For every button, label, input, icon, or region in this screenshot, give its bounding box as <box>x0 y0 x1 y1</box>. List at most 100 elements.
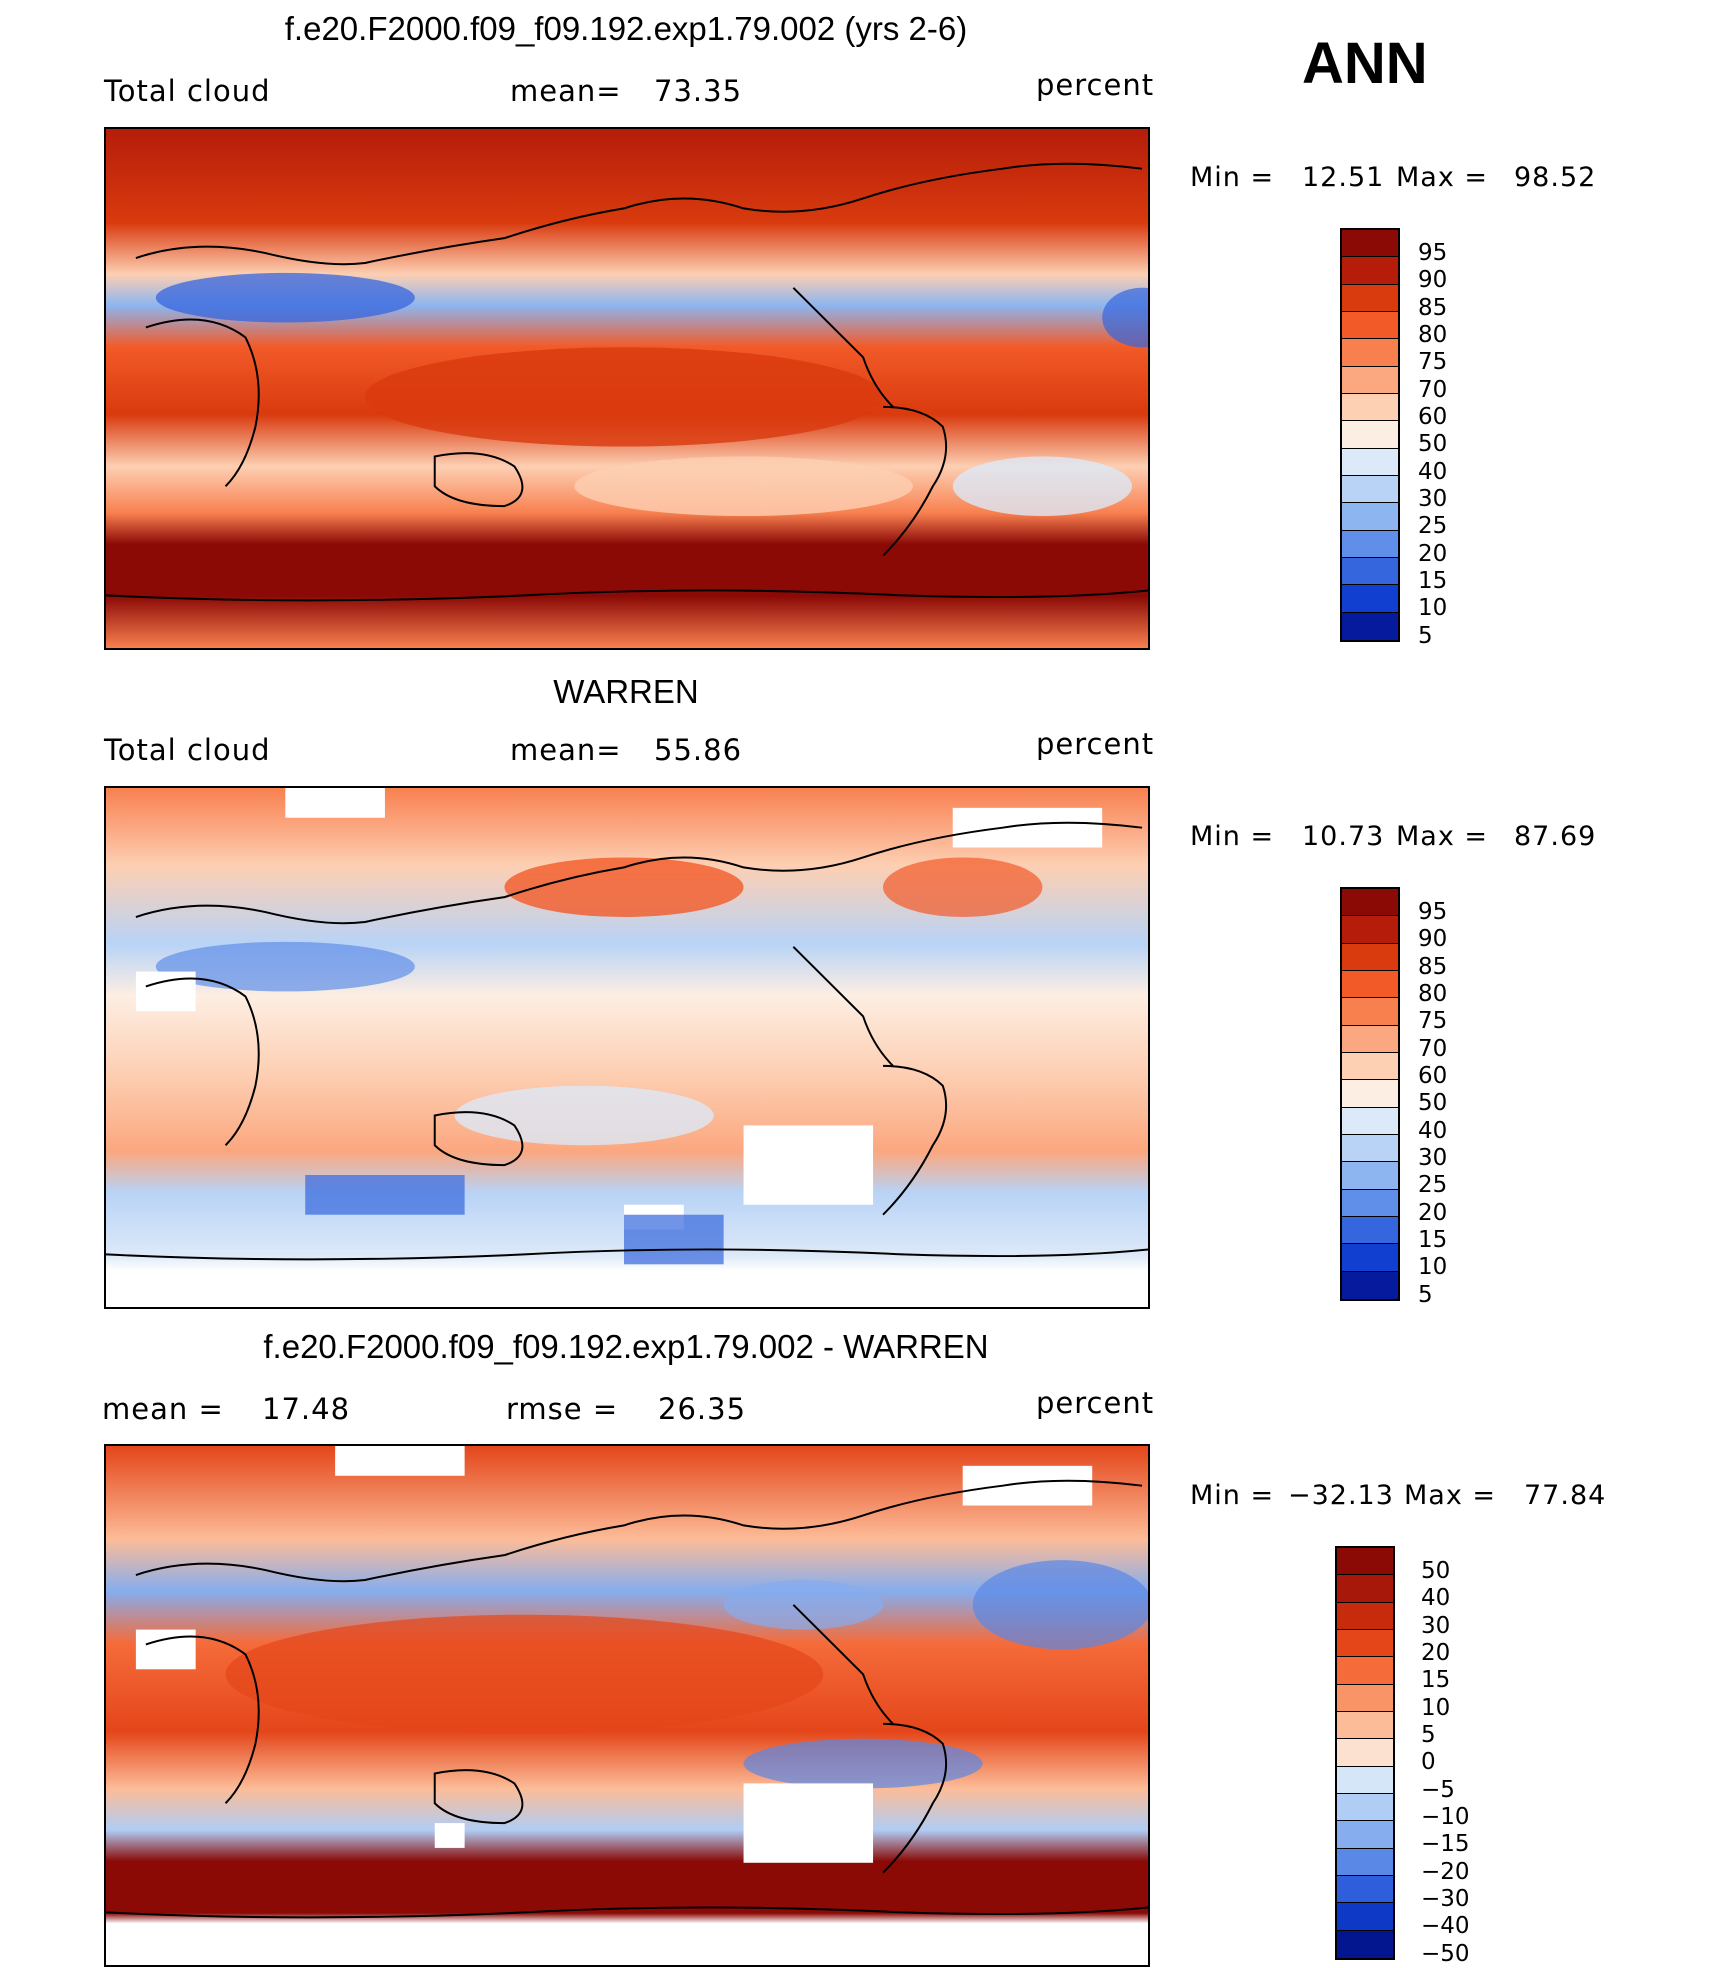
diff-min-value: −32.13 <box>1288 1480 1394 1511</box>
model-coast-australia <box>433 452 524 508</box>
diff-map <box>104 1444 1150 1967</box>
obs-coast-africa <box>145 977 260 1146</box>
obs-colorbar-tick-label: 85 <box>1418 953 1448 980</box>
model-colorbar-tick-label: 75 <box>1418 349 1448 376</box>
model-colorbar-tick-label: 15 <box>1418 567 1448 594</box>
obs-coast-samerica <box>882 1064 948 1216</box>
diff-max-value: 77.84 <box>1524 1480 1607 1511</box>
obs-colorbar-swatch <box>1342 1271 1398 1299</box>
model-colorbar <box>1340 228 1400 642</box>
model-min-value: 12.51 <box>1302 162 1385 193</box>
obs-sahara-low <box>155 941 415 992</box>
model-coast-samerica <box>882 405 948 557</box>
diff-colorbar-tick-label: −50 <box>1421 1940 1470 1967</box>
diff-colorbar-tick-label: −5 <box>1421 1776 1455 1803</box>
obs-colorbar-tick-label: 15 <box>1418 1226 1448 1253</box>
obs-coast-namerica <box>792 946 894 1067</box>
obs-colorbar-swatch <box>1342 1244 1398 1272</box>
diff-colorbar-tick-label: 30 <box>1421 1612 1451 1639</box>
diff-mean-label: mean = <box>102 1392 224 1426</box>
obs-coast-australia <box>433 1111 524 1167</box>
model-atlantic-low <box>952 456 1133 517</box>
diff-colorbar-swatch <box>1337 1930 1393 1958</box>
obs-coastlines <box>106 821 1148 1261</box>
model-colorbar-tick-label: 60 <box>1418 403 1448 430</box>
diff-colorbar-tick-label: −15 <box>1421 1831 1470 1858</box>
model-colorbar-swatch <box>1342 230 1398 258</box>
obs-max-label: Max = <box>1396 821 1489 852</box>
diff-colorbar-swatch <box>1337 1684 1393 1712</box>
obs-units-label: percent <box>1036 727 1155 761</box>
model-map <box>104 127 1150 650</box>
model-colorbar-swatch <box>1342 311 1398 340</box>
diff-colorbar-swatch <box>1337 1575 1393 1603</box>
obs-coast-north <box>135 821 1143 925</box>
model-colorbar-swatch <box>1342 421 1398 449</box>
obs-colorbar-tick-label: 5 <box>1418 1281 1433 1308</box>
diff-map-svg <box>106 1446 1148 1965</box>
model-units-label: percent <box>1036 68 1155 102</box>
obs-npacific-high <box>504 857 744 918</box>
model-colorbar-tick-label: 20 <box>1418 540 1448 567</box>
model-colorbar-swatch <box>1342 585 1398 613</box>
diff-panel-title: f.e20.F2000.f09_f09.192.exp1.79.002 - WA… <box>263 1328 989 1365</box>
diff-coast-namerica <box>792 1604 894 1725</box>
model-min-label: Min = <box>1190 162 1275 193</box>
diff-missing-1 <box>335 1446 465 1476</box>
obs-colorbar-tick-label: 30 <box>1418 1144 1448 1171</box>
model-colorbar-tick-label: 10 <box>1418 595 1448 622</box>
diff-colorbar-swatch <box>1337 1875 1393 1904</box>
obs-colorbar-tick-label: 75 <box>1418 1008 1448 1035</box>
model-colorbar-swatch <box>1342 393 1398 422</box>
obs-map-svg <box>106 788 1148 1307</box>
obs-colorbar-tick-label: 40 <box>1418 1117 1448 1144</box>
obs-colorbar-swatch <box>1342 1080 1398 1108</box>
model-max-label: Max = <box>1396 162 1489 193</box>
obs-colorbar-labels: 95 90 85 80 75 70 60 50 40 30 25 20 15 10 5 <box>1418 899 1447 1309</box>
obs-colorbar-tick-label: 25 <box>1418 1172 1448 1199</box>
diff-colorbar-tick-label: 5 <box>1421 1721 1436 1748</box>
obs-colorbar-swatch <box>1342 1189 1398 1217</box>
model-coastlines <box>106 162 1148 602</box>
obs-colorbar-swatch <box>1342 1162 1398 1190</box>
model-colorbar-swatch <box>1342 612 1398 640</box>
diff-missing-5 <box>434 1823 465 1848</box>
obs-variable-label: Total cloud <box>104 733 271 767</box>
diff-colorbar-tick-label: 0 <box>1421 1749 1436 1776</box>
model-colorbar-tick-label: 30 <box>1418 485 1448 512</box>
obs-colorbar-swatch <box>1342 1134 1398 1163</box>
obs-colorbar-tick-label: 50 <box>1418 1090 1448 1117</box>
obs-colorbar-tick-label: 90 <box>1418 926 1448 953</box>
model-colorbar-tick-label: 25 <box>1418 513 1448 540</box>
obs-coast-antarctica <box>106 1248 1148 1261</box>
diff-coast-north <box>135 1479 1143 1583</box>
diff-colorbar-tick-label: 50 <box>1421 1558 1451 1584</box>
diff-min-label: Min = <box>1190 1480 1275 1511</box>
diff-colorbar-swatch <box>1337 1711 1393 1740</box>
diff-colorbar-tick-label: 10 <box>1421 1694 1451 1721</box>
model-colorbar-tick-label: 90 <box>1418 267 1448 294</box>
model-variable-label: Total cloud <box>104 74 271 108</box>
obs-missing-2 <box>135 971 196 1012</box>
model-colorbar-tick-label: 40 <box>1418 458 1448 485</box>
obs-max-value: 87.69 <box>1514 821 1597 852</box>
obs-colorbar-tick-label: 20 <box>1418 1199 1448 1226</box>
season-label: ANN <box>1302 31 1428 96</box>
diff-colorbar <box>1335 1546 1395 1960</box>
diff-tropical-high <box>225 1614 824 1734</box>
diff-mean-value: 17.48 <box>262 1392 351 1426</box>
model-sahara-low <box>155 272 415 323</box>
obs-mean-value: 55.86 <box>654 733 743 767</box>
diff-colorbar-tick-label: −10 <box>1421 1803 1470 1830</box>
model-colorbar-tick-label: 5 <box>1418 622 1433 649</box>
model-coast-antarctica <box>106 589 1148 602</box>
diff-colorbar-labels: 50 40 30 20 15 10 5 0 −5 −10 −15 −20 −30 −40 −50 <box>1421 1558 1470 1968</box>
model-colorbar-swatch <box>1342 366 1398 394</box>
obs-colorbar-swatch <box>1342 1107 1398 1135</box>
diff-colorbar-tick-label: −20 <box>1421 1858 1470 1885</box>
diff-colorbar-swatch <box>1337 1739 1393 1767</box>
model-mean-value: 73.35 <box>654 74 743 108</box>
diff-missing-3 <box>743 1783 874 1863</box>
obs-mean-label: mean= <box>510 733 622 767</box>
diff-colorbar-swatch <box>1337 1848 1393 1876</box>
